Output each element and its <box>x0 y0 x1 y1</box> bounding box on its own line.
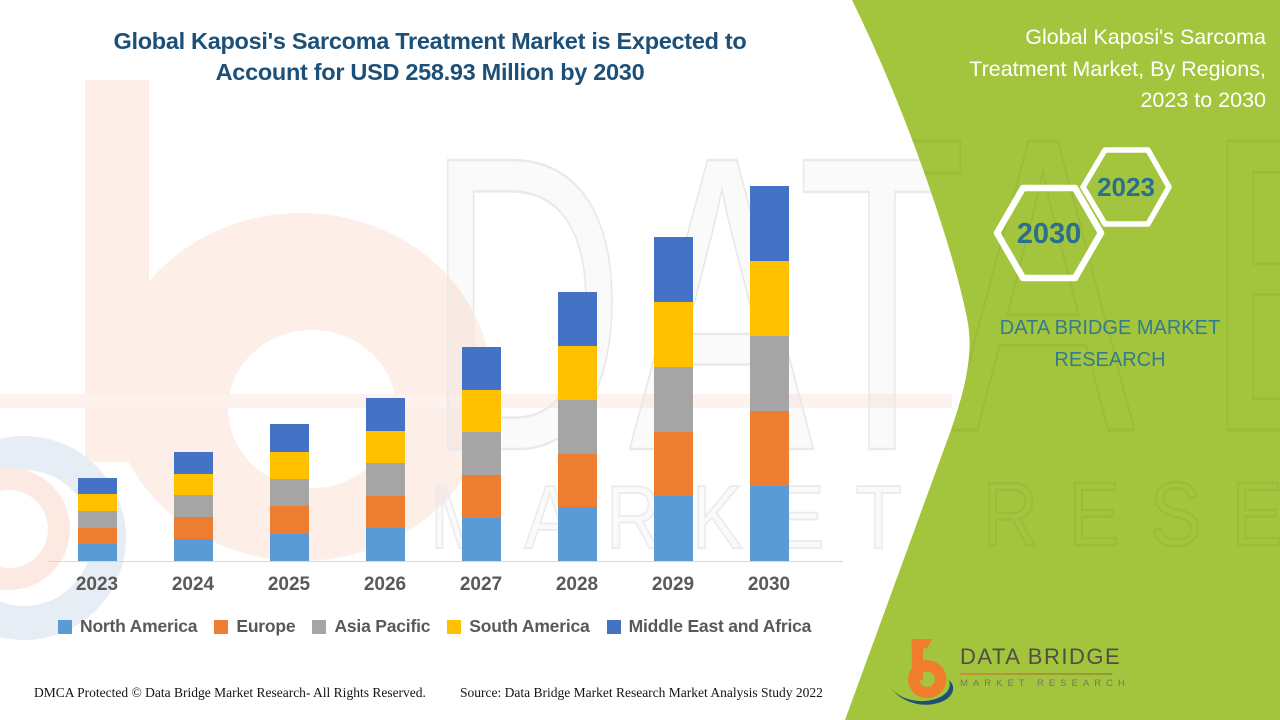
bar-segment-north-america <box>749 485 789 561</box>
x-axis-label-2026: 2026 <box>363 574 407 595</box>
bar-2024 <box>173 451 213 561</box>
bar-segment-north-america <box>653 496 693 561</box>
side-panel-brand-text: DATA BRIDGE MARKET RESEARCH <box>960 312 1260 376</box>
bar-chart: 2023 2024 2025 2026 2027 2028 2029 2030 <box>75 185 791 595</box>
chart-legend: North America Europe Asia Pacific South Ame… <box>58 616 811 637</box>
bar-segment-europe <box>557 453 597 508</box>
bar-segment-south-america <box>749 260 789 336</box>
side-panel-brand-line1: DATA BRIDGE MARKET <box>999 317 1221 339</box>
bar-segment-asia-pacific <box>461 432 501 476</box>
bar-segment-south-america <box>557 346 597 400</box>
bar-segment-middle-east-and-africa <box>461 346 501 390</box>
bar-segment-north-america <box>557 507 597 561</box>
x-axis-label-2025: 2025 <box>267 574 311 595</box>
bar-segment-asia-pacific <box>653 366 693 432</box>
legend-label: South America <box>469 616 590 636</box>
footer-source: Source: Data Bridge Market Research Mark… <box>460 685 823 700</box>
bar-2028 <box>557 292 597 561</box>
bar-2026 <box>365 398 405 561</box>
logo-subtitle: MARKET RESEARCH <box>960 678 1130 689</box>
legend-swatch-icon <box>58 619 72 634</box>
databridge-logo: DATA BRIDGE MARKET RESEARCH <box>888 634 1128 710</box>
side-panel-title-line3: 2023 to 2030 <box>1140 88 1266 112</box>
bar-segment-middle-east-and-africa <box>77 477 117 495</box>
bar-segment-north-america <box>365 528 405 561</box>
legend-label: Asia Pacific <box>334 616 431 636</box>
bar-segment-south-america <box>365 430 405 464</box>
databridge-logo-text: DATA BRIDGE MARKET RESEARCH <box>960 644 1128 689</box>
bar-segment-asia-pacific <box>365 463 405 496</box>
bar-segment-asia-pacific <box>173 495 213 518</box>
bar-2025 <box>269 424 309 561</box>
bar-segment-middle-east-and-africa <box>749 185 789 261</box>
chart-title: Global Kaposi's Sarcoma Treatment Market… <box>30 26 830 88</box>
legend-swatch-icon <box>214 619 229 634</box>
bar-segment-europe <box>173 517 213 540</box>
bar-segment-north-america <box>269 533 309 561</box>
legend-label: North America <box>80 616 198 636</box>
bar-segment-south-america <box>173 473 213 496</box>
bar-2027 <box>461 346 501 561</box>
bar-segment-middle-east-and-africa <box>269 424 309 452</box>
bar-segment-south-america <box>77 494 117 512</box>
bar-2029 <box>653 237 693 561</box>
bar-segment-middle-east-and-africa <box>653 237 693 303</box>
side-panel-title-line2: Treatment Market, By Regions, <box>969 56 1266 81</box>
x-axis-label-2030: 2030 <box>747 574 791 595</box>
legend-swatch-icon <box>606 619 621 634</box>
bar-segment-south-america <box>461 389 501 433</box>
bar-segment-north-america <box>77 544 117 561</box>
logo-underline <box>960 673 1112 675</box>
bar-segment-europe <box>749 410 789 486</box>
bar-segment-europe <box>77 527 117 545</box>
x-axis-label-2029: 2029 <box>651 574 695 595</box>
x-axis-label-2028: 2028 <box>555 574 599 595</box>
legend-item-south-america: South America <box>447 616 590 637</box>
chart-title-line1: Global Kaposi's Sarcoma Treatment Market… <box>113 28 747 54</box>
databridge-logo-mark-icon <box>890 639 954 705</box>
side-panel-title-line1: Global Kaposi's Sarcoma <box>1025 25 1266 49</box>
x-axis-label-2024: 2024 <box>171 574 215 595</box>
legend-swatch-icon <box>312 619 327 634</box>
bar-segment-south-america <box>269 451 309 479</box>
x-axis-line <box>48 561 843 562</box>
legend-label: Middle East and Africa <box>628 616 812 636</box>
legend-label: Europe <box>236 616 296 636</box>
bar-segment-asia-pacific <box>77 511 117 528</box>
side-panel-brand-line2: RESEARCH <box>1054 349 1166 371</box>
bar-segment-north-america <box>173 539 213 561</box>
logo-name: DATA BRIDGE <box>960 644 1122 669</box>
bar-segment-asia-pacific <box>269 478 309 507</box>
bar-segment-south-america <box>653 302 693 367</box>
footer-copyright: DMCA Protected © Data Bridge Market Rese… <box>34 685 426 700</box>
legend-item-middle-east-and-africa: Middle East and Africa <box>606 616 812 637</box>
bar-segment-asia-pacific <box>557 399 597 454</box>
bar-segment-middle-east-and-africa <box>557 292 597 347</box>
side-panel-title: Global Kaposi's Sarcoma Treatment Market… <box>880 22 1266 117</box>
bar-segment-europe <box>269 506 309 534</box>
bar-2030 <box>749 185 789 561</box>
bar-2023 <box>77 477 117 561</box>
x-axis-label-2023: 2023 <box>75 574 119 595</box>
legend-item-asia-pacific: Asia Pacific <box>312 616 430 637</box>
x-axis-label-2027: 2027 <box>459 574 503 595</box>
bar-segment-middle-east-and-africa <box>173 451 213 474</box>
legend-swatch-icon <box>447 619 462 634</box>
bar-segment-north-america <box>461 518 501 561</box>
legend-item-europe: Europe <box>214 616 296 637</box>
bar-segment-europe <box>365 495 405 529</box>
legend-item-north-america: North America <box>58 616 198 637</box>
chart-title-line2: Account for USD 258.93 Million by 2030 <box>215 59 645 85</box>
bar-segment-asia-pacific <box>749 335 789 411</box>
bar-segment-europe <box>653 431 693 497</box>
bar-segment-middle-east-and-africa <box>365 398 405 431</box>
bar-segment-europe <box>461 475 501 519</box>
